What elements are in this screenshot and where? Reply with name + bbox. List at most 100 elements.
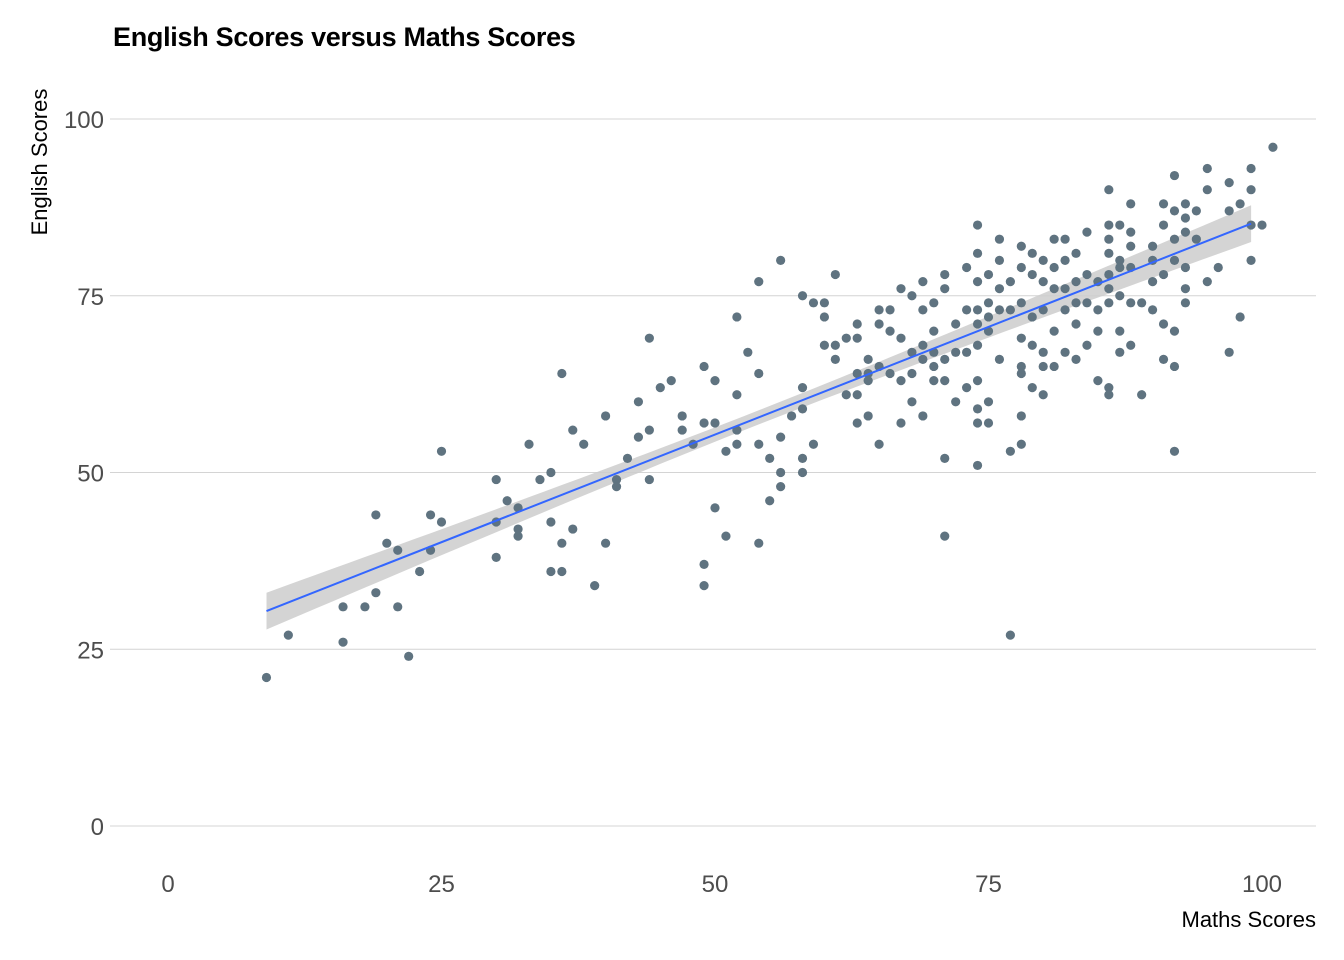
data-point — [765, 453, 775, 463]
data-point — [601, 411, 611, 421]
data-point — [972, 460, 983, 471]
data-point — [1246, 255, 1256, 265]
data-points — [261, 142, 1278, 683]
data-point — [1169, 234, 1180, 244]
data-point — [1060, 347, 1070, 357]
data-point — [1158, 319, 1169, 329]
data-point — [874, 305, 884, 315]
data-point — [1246, 163, 1256, 174]
data-point — [776, 432, 786, 442]
data-point — [994, 354, 1005, 364]
data-point — [699, 418, 709, 428]
data-point — [874, 439, 884, 449]
data-point — [1027, 340, 1037, 350]
data-point — [1148, 241, 1158, 251]
data-point — [1213, 262, 1223, 273]
x-tick-label: 50 — [702, 871, 729, 898]
data-point — [1126, 298, 1136, 308]
data-point — [808, 439, 819, 449]
data-point — [1169, 206, 1180, 216]
data-point — [425, 510, 436, 520]
data-point — [1038, 390, 1048, 400]
data-point — [1257, 220, 1267, 230]
data-point — [1169, 170, 1180, 181]
data-point — [962, 262, 972, 273]
data-point — [1169, 326, 1180, 336]
data-point — [962, 347, 972, 357]
data-point — [1148, 305, 1158, 315]
data-point — [1005, 277, 1015, 287]
data-point — [1180, 227, 1191, 237]
data-point — [1115, 255, 1125, 265]
data-point — [962, 305, 972, 315]
data-point — [994, 284, 1005, 294]
data-point — [743, 347, 753, 357]
data-point — [338, 602, 348, 612]
data-point — [863, 375, 873, 386]
data-point — [808, 298, 819, 308]
data-point — [797, 453, 808, 463]
data-point — [1082, 340, 1092, 350]
data-point — [1104, 185, 1114, 195]
data-point — [983, 397, 994, 407]
data-point — [819, 298, 830, 308]
data-point — [852, 319, 862, 329]
data-point — [1027, 312, 1037, 322]
data-point — [896, 333, 906, 343]
data-point — [1060, 305, 1070, 315]
data-point — [1115, 262, 1125, 273]
data-point — [601, 538, 611, 548]
data-point — [360, 602, 370, 612]
data-point — [841, 333, 851, 343]
data-point — [382, 538, 392, 548]
data-point — [1104, 248, 1114, 258]
data-point — [1016, 241, 1026, 251]
data-point — [1016, 439, 1026, 449]
data-point — [513, 524, 523, 534]
data-point — [1093, 375, 1103, 386]
data-point — [1169, 446, 1180, 456]
data-point — [896, 375, 906, 386]
data-point — [797, 383, 808, 393]
data-point — [1093, 326, 1103, 336]
data-point — [1224, 178, 1234, 188]
data-point — [436, 517, 447, 527]
y-tick-label: 0 — [91, 814, 104, 841]
data-point — [633, 432, 644, 442]
data-point — [699, 559, 709, 570]
data-point — [732, 312, 742, 322]
data-point — [1104, 390, 1114, 400]
data-point — [557, 538, 567, 548]
data-point — [972, 305, 983, 315]
data-point — [940, 531, 950, 541]
data-point — [644, 425, 654, 435]
data-point — [513, 531, 523, 541]
data-point — [579, 439, 589, 449]
data-point — [546, 467, 556, 478]
data-point — [1235, 199, 1245, 209]
data-point — [1158, 269, 1169, 280]
data-point — [404, 651, 414, 661]
data-point — [1180, 284, 1191, 294]
data-point — [1005, 305, 1015, 315]
data-point — [874, 319, 884, 329]
y-tick-label: 25 — [77, 637, 104, 664]
data-point — [983, 312, 994, 322]
data-point — [929, 361, 939, 372]
data-point — [732, 439, 742, 449]
data-point — [918, 277, 928, 287]
data-point — [754, 368, 764, 379]
data-point — [699, 581, 709, 591]
data-point — [1093, 305, 1103, 315]
data-point — [1115, 291, 1125, 301]
data-point — [951, 397, 961, 407]
data-point — [994, 255, 1005, 265]
data-point — [261, 672, 272, 683]
data-point — [1246, 185, 1256, 195]
data-point — [972, 277, 983, 287]
data-point — [546, 517, 556, 527]
x-axis-title: Maths Scores — [1182, 907, 1317, 932]
data-point — [1060, 234, 1070, 244]
data-point — [1060, 284, 1070, 294]
